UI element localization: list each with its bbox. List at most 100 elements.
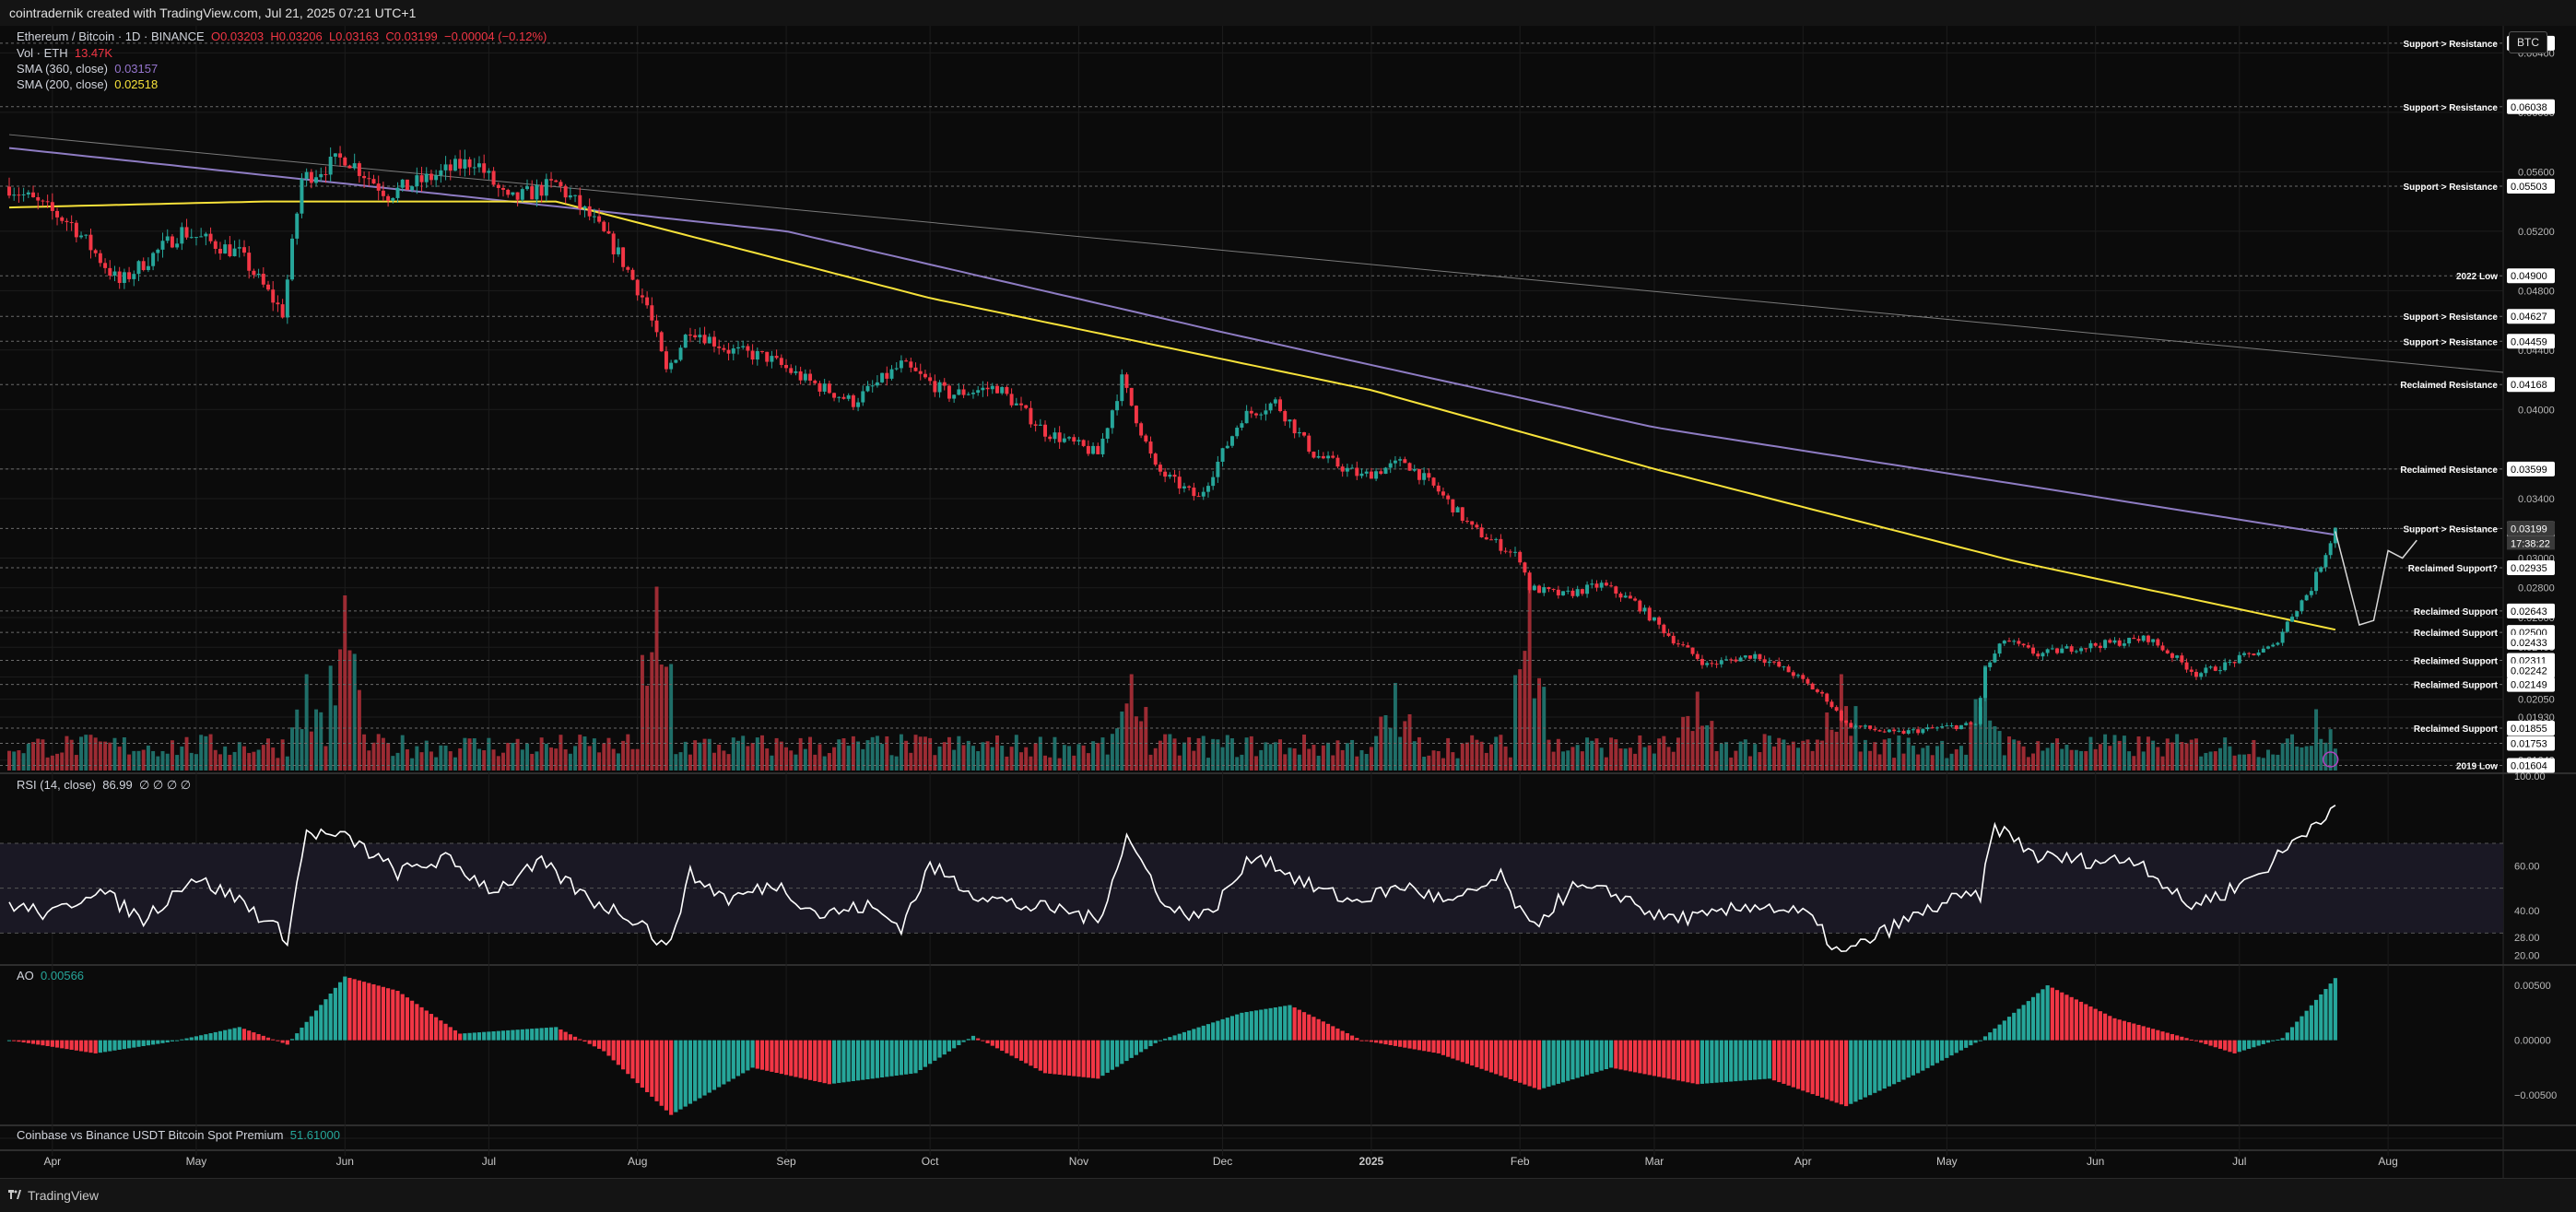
volume-bar [1657, 738, 1662, 771]
rsi-axis-label: 60.00 [2514, 861, 2540, 872]
candle-body [1139, 423, 1144, 436]
volume-bar [1081, 745, 1086, 771]
volume-bar [1240, 754, 1244, 771]
candle [199, 228, 204, 238]
ao-bar [966, 1039, 970, 1041]
candle-body [1331, 455, 1335, 458]
candle [923, 370, 927, 380]
candle [295, 211, 300, 245]
candle-body [2141, 635, 2146, 641]
currency-button[interactable]: BTC [2509, 31, 2547, 53]
last-price-tag: 0.03199 [2511, 524, 2547, 535]
candle-body [151, 253, 156, 266]
candle [261, 267, 265, 288]
candle [1436, 482, 1441, 495]
volume-bar [1076, 744, 1081, 771]
volume-bar [2295, 746, 2300, 771]
candle [309, 169, 313, 189]
ao-bar [2300, 1016, 2304, 1041]
volume-bar [79, 736, 84, 771]
ao-bar [1863, 1040, 1867, 1098]
volume-bar [2184, 743, 2189, 771]
ao-bar [1253, 1010, 1259, 1041]
volume-bar [1993, 725, 1997, 771]
volume-bar [165, 753, 170, 771]
volume-bar [132, 750, 136, 771]
candle-body [712, 336, 716, 347]
candle [2050, 644, 2054, 651]
volume-bar [1220, 747, 1225, 771]
candle-body [1858, 725, 1863, 727]
ao-bar [2309, 1005, 2313, 1041]
volume-bar [1628, 747, 1632, 771]
ao-bar [2102, 1013, 2108, 1041]
volume-bar [103, 741, 108, 771]
ao-bar [1316, 1018, 1321, 1041]
volume-bar [1072, 755, 1076, 771]
volume-bar [1182, 742, 1186, 771]
volume-bar [2151, 740, 2156, 771]
candle-body [1105, 428, 1110, 439]
volume-bar [1230, 738, 1234, 771]
ao-bar [923, 1040, 928, 1067]
candle [707, 333, 712, 344]
ao-bar [1177, 1033, 1182, 1041]
candle-body [1916, 729, 1921, 734]
volume-bar [1393, 683, 1397, 771]
volume-bar [1705, 724, 1710, 771]
volume-bar [2007, 736, 2011, 771]
volume-bar [1863, 739, 1867, 771]
candle-body [1791, 672, 1795, 677]
candle-body [1345, 467, 1349, 472]
volume-bar [817, 744, 822, 771]
candle [1417, 468, 1421, 485]
ao-bar [496, 1030, 500, 1041]
time-axis-label: Jul [2232, 1155, 2246, 1168]
candle [1024, 405, 1029, 410]
candle-body [1566, 590, 1570, 592]
ao-bar [1009, 1040, 1014, 1056]
ao-bar [1076, 1040, 1081, 1077]
candle-body [2136, 639, 2141, 641]
candle-body [1734, 659, 1738, 662]
symbol-name: Ethereum / Bitcoin · 1D · BINANCE [17, 29, 205, 43]
candle-body [746, 346, 750, 351]
ao-bar [98, 1040, 102, 1053]
ohlc-change: −0.00004 (−0.12%) [444, 29, 547, 43]
ao-bar [74, 1040, 78, 1051]
candle-body [108, 267, 112, 277]
volume-bar [1537, 677, 1542, 771]
candle-body [774, 356, 779, 359]
candle [1196, 492, 1201, 498]
ao-bar [2208, 1040, 2213, 1046]
candle [1412, 465, 1417, 473]
candle-body [1652, 617, 1656, 621]
candle [861, 385, 865, 406]
chart-canvas[interactable]: Apr May Jun Jul Aug Sep Oct Nov Dec 2025 Feb Mar Apr… [0, 26, 2576, 1178]
ao-bar [1719, 1040, 1723, 1083]
volume-bar [112, 737, 117, 771]
ao-bar [1834, 1040, 1839, 1103]
candle [947, 383, 951, 403]
candle-body [103, 263, 108, 268]
candle [1009, 388, 1014, 408]
volume-value: 13.47K [74, 46, 113, 60]
volume-bar [525, 743, 529, 771]
candle [1604, 579, 1608, 587]
volume-bar [731, 737, 735, 771]
volume-bar [2064, 745, 2069, 771]
candle-body [2208, 666, 2213, 668]
ao-bar [117, 1040, 122, 1050]
time-axis-label: Jun [336, 1155, 354, 1168]
ao-bar [1594, 1040, 1599, 1073]
ao-bar [731, 1040, 735, 1079]
ao-bar [994, 1040, 1000, 1049]
volume-bar [1767, 735, 1771, 771]
rsi-axis-label: 28.00 [2514, 933, 2540, 944]
candle-body [1206, 486, 1210, 492]
candle [2184, 658, 2189, 673]
volume-bar [347, 650, 352, 771]
volume-bar [1723, 742, 1728, 771]
candle [1945, 723, 1949, 727]
level-price-tag-bg [2507, 268, 2555, 284]
